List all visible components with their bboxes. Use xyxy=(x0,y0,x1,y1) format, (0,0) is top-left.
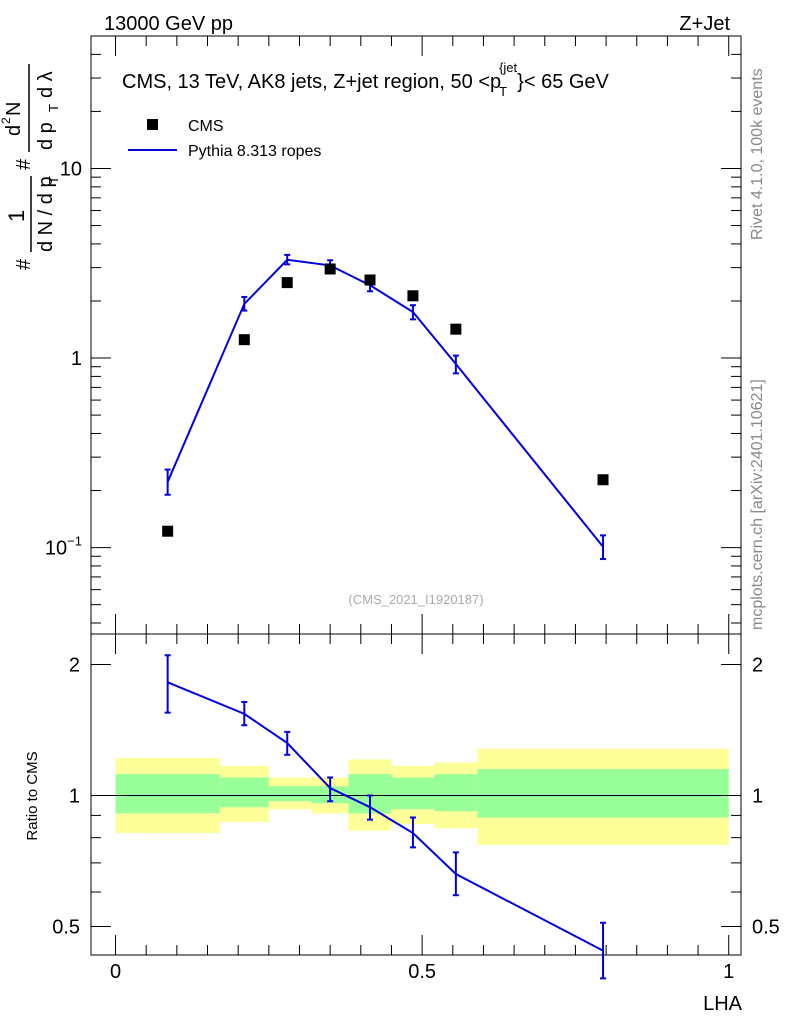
main-ytick-label: 1 xyxy=(71,348,82,370)
ratio-ytick-label-right: 1 xyxy=(752,785,763,807)
cms-data-point xyxy=(324,263,336,275)
x-axis-label: LHA xyxy=(703,993,743,1015)
ratio-frame-box xyxy=(90,633,742,956)
ratio-xtick-label: 1 xyxy=(723,961,734,983)
ylabel-hash1: # xyxy=(13,258,35,270)
ratio-ytick-label-left: 1 xyxy=(69,785,80,807)
rivet-label: Rivet 4.1.0, 100k events xyxy=(749,68,766,240)
legend-marker-cms xyxy=(147,119,158,130)
chart-title-main: CMS, 13 TeV, AK8 jets, Z+jet region, 50 … xyxy=(122,71,501,93)
cms-data-point xyxy=(364,274,376,286)
uncertainty-band-green xyxy=(391,777,435,810)
main-ytick-label-base: 10 xyxy=(45,538,67,560)
ratio-xtick-label: 0.5 xyxy=(408,961,436,983)
chart-title-rest: }< 65 GeV xyxy=(517,71,609,93)
uncertainty-band-green xyxy=(477,769,729,818)
ylabel-t1: T xyxy=(46,176,61,184)
analysis-watermark: (CMS_2021_I1920187) xyxy=(348,592,483,607)
cms-data-point xyxy=(281,277,293,289)
ratio-ylabel: Ratio to CMS xyxy=(24,751,41,840)
ylabel-d2n-n: N xyxy=(3,102,25,116)
mcplots-label: mcplots.cern.ch [arXiv:2401.10621] xyxy=(749,379,766,630)
cms-data-point xyxy=(162,525,174,537)
uncertainty-band-green xyxy=(115,774,220,814)
chart-title-sup: {jet xyxy=(499,60,517,75)
legend-label-pythia: Pythia 8.313 ropes xyxy=(188,143,321,160)
ylabel-one: 1 xyxy=(4,210,29,222)
main-ylabel: # 1 d N / d p T # d 2 N d p T d λ xyxy=(0,64,61,270)
legend: CMS Pythia 8.313 ropes xyxy=(128,118,321,160)
main-ytick-label-base: 1 xyxy=(71,348,82,370)
ylabel-dn: d N / d p xyxy=(35,176,57,252)
chart-title-sub: T xyxy=(499,84,507,99)
ylabel-hash2: # xyxy=(13,158,35,170)
uncertainty-band-green xyxy=(434,774,478,812)
main-ytick-label: 10 xyxy=(60,158,82,180)
chart-title: CMS, 13 TeV, AK8 jets, Z+jet region, 50 … xyxy=(122,60,610,99)
pythia-line xyxy=(166,258,604,548)
header-left: 13000 GeV pp xyxy=(104,13,233,35)
header-right: Z+Jet xyxy=(679,13,730,35)
ratio-bands xyxy=(91,748,741,845)
ratio-line xyxy=(167,681,604,952)
legend-label-cms: CMS xyxy=(188,118,224,135)
uncertainty-band-green xyxy=(268,786,312,802)
ratio-xtick-label: 0 xyxy=(110,961,121,983)
ratio-ytick-label-right: 2 xyxy=(752,654,763,676)
ylabel-d2n-d: d xyxy=(3,125,25,136)
cms-data-point xyxy=(407,290,419,302)
ratio-ytick-label-left: 0.5 xyxy=(52,916,80,938)
ylabel-d2n-two: 2 xyxy=(0,117,13,124)
uncertainty-band-green xyxy=(219,777,269,808)
ylabel-t2: T xyxy=(46,104,61,112)
main-ytick-label-base: 10 xyxy=(60,158,82,180)
main-ytick-label-exp: −1 xyxy=(67,534,82,549)
ratio-ytick-label-right: 0.5 xyxy=(752,916,780,938)
cms-data-point xyxy=(450,323,462,335)
ratio-panel xyxy=(90,633,742,956)
ratio-axis-ticks: 0.5 0.5 1 1 2 2 0 0.5 1 xyxy=(52,634,780,983)
ratio-ytick-label-left: 2 xyxy=(69,654,80,676)
cms-data-point xyxy=(597,474,609,486)
cms-data-point xyxy=(238,334,250,346)
ylabel-dpt: d p xyxy=(35,122,57,150)
main-data-layer xyxy=(162,253,609,561)
ratio-data-layer xyxy=(164,654,607,980)
ylabel-dlambda: d λ xyxy=(35,71,57,98)
main-ytick-label: 10−1 xyxy=(45,534,82,560)
